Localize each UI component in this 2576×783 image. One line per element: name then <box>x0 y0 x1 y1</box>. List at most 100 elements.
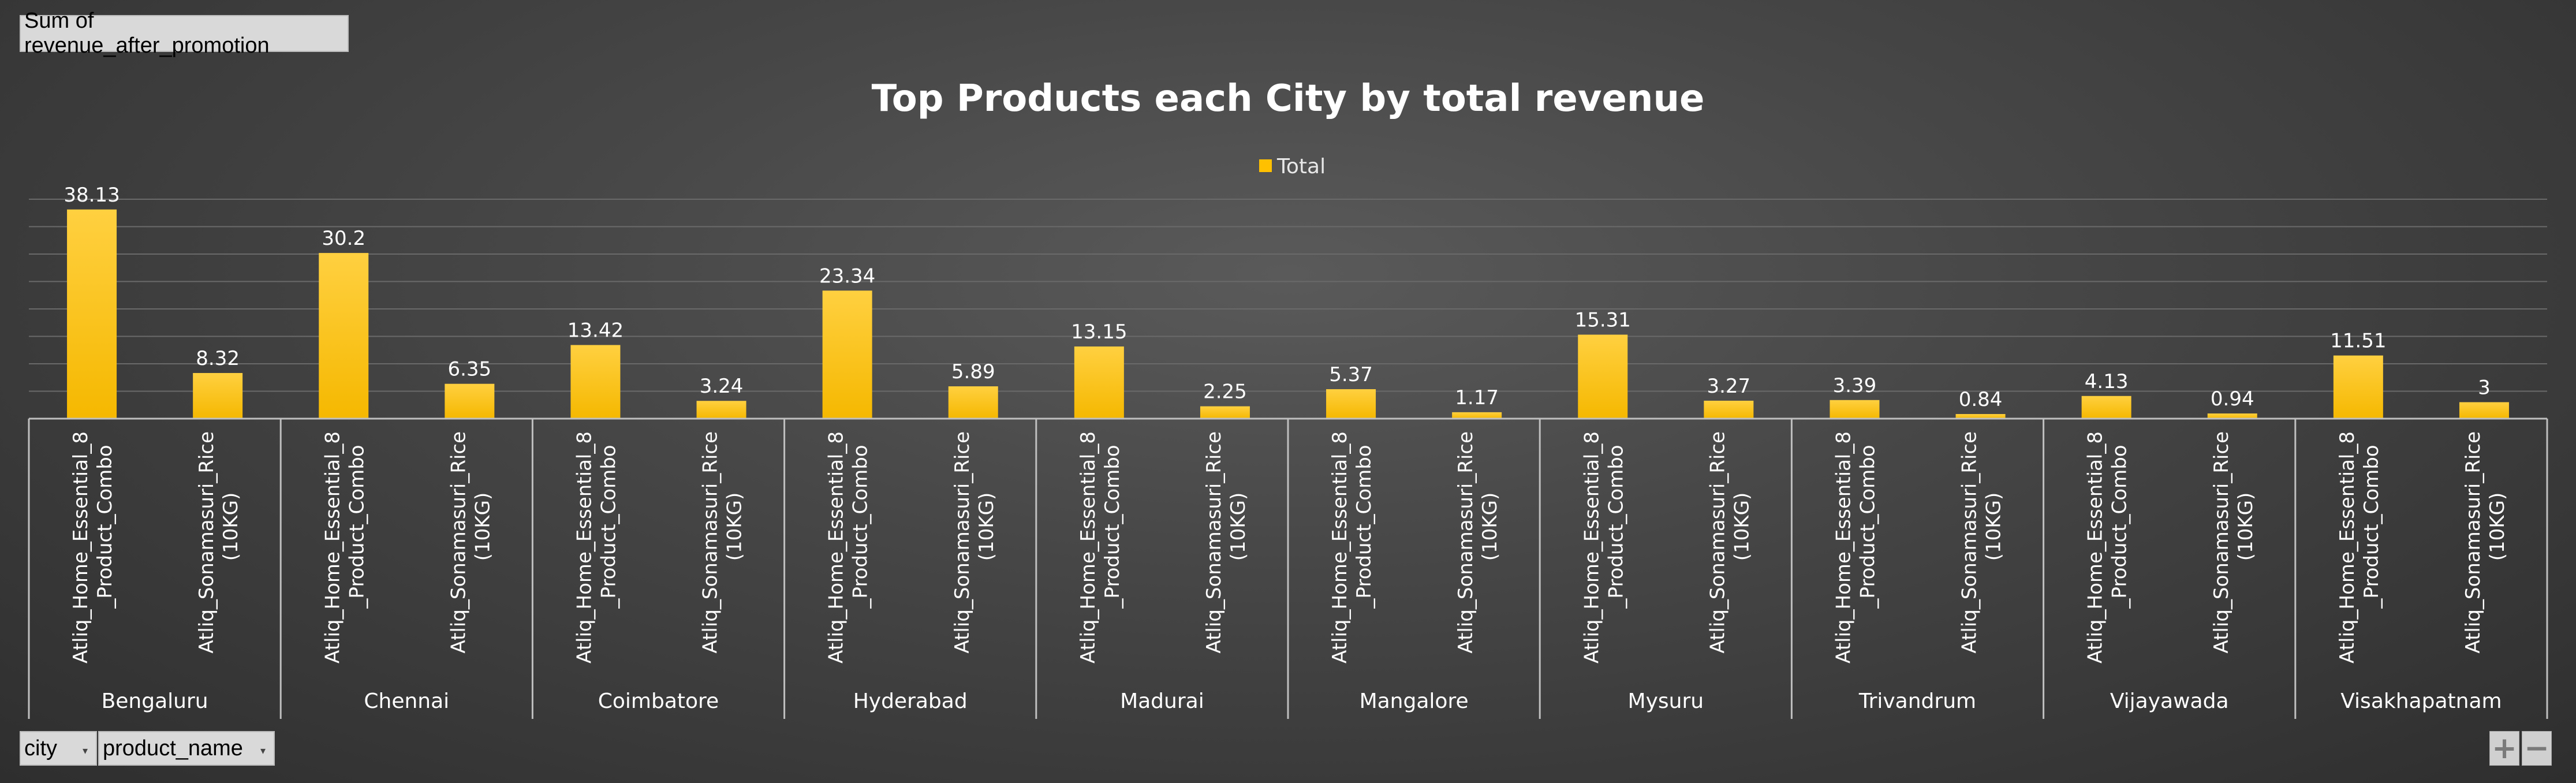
category-label: _Product_Combo <box>2360 445 2383 609</box>
category-label: (10KG) <box>1730 493 1753 561</box>
city-label: Mysuru <box>1628 689 1704 713</box>
dropdown-arrow-icon[interactable]: ▾ <box>260 745 266 756</box>
collapse-button[interactable]: − <box>2522 731 2552 766</box>
bar <box>1074 346 1124 419</box>
category-label: _Product_Combo <box>1604 445 1627 609</box>
category-label: Atliq_Home_Essential_8 <box>69 431 92 663</box>
data-label: 3.39 <box>1833 374 1877 397</box>
legend-swatch <box>1259 159 1272 172</box>
bar <box>1578 334 1628 419</box>
bar <box>1452 412 1502 419</box>
category-label: Atliq_Home_Essential_8 <box>321 431 344 663</box>
bar <box>2207 413 2257 419</box>
chart-title: Top Products each City by total revenue <box>872 77 1705 120</box>
bar <box>319 253 369 419</box>
data-label: 4.13 <box>2085 370 2129 393</box>
category-label: _Product_Combo <box>1353 445 1376 609</box>
category-label: Atliq_Home_Essential_8 <box>825 431 848 663</box>
category-label: Atliq_Sonamasuri_Rice <box>951 431 974 654</box>
bar <box>1955 414 2006 419</box>
expand-button[interactable]: + <box>2489 731 2519 766</box>
bar <box>1200 406 1250 419</box>
category-label: (10KG) <box>2234 493 2257 561</box>
city-label: Madurai <box>1120 689 1204 713</box>
city-label: Coimbatore <box>598 689 719 713</box>
bar <box>696 401 746 419</box>
legend-label: Total <box>1276 155 1326 178</box>
data-label: 0.84 <box>1959 388 2003 411</box>
bar <box>2081 396 2131 419</box>
category-label: Atliq_Home_Essential_8 <box>2084 431 2107 663</box>
category-label: _Product_Combo <box>2108 445 2131 609</box>
category-label: Atliq_Sonamasuri_Rice <box>1454 431 1477 654</box>
bar <box>2333 355 2383 419</box>
data-label: 6.35 <box>447 358 491 381</box>
category-label: (10KG) <box>471 493 494 561</box>
category-label: _Product_Combo <box>1856 445 1879 609</box>
category-label: Atliq_Sonamasuri_Rice <box>1203 431 1226 654</box>
category-label: Atliq_Sonamasuri_Rice <box>195 431 218 654</box>
category-label: _Product_Combo <box>849 445 872 609</box>
category-label: Atliq_Home_Essential_8 <box>573 431 596 663</box>
category-label: (10KG) <box>1227 493 1250 561</box>
data-label: 30.2 <box>322 227 365 250</box>
data-label: 8.32 <box>196 347 240 370</box>
data-label: 5.89 <box>951 360 995 383</box>
category-label: (10KG) <box>723 493 746 561</box>
data-label: 3 <box>2478 376 2491 400</box>
category-label: Atliq_Sonamasuri_Rice <box>1958 431 1981 654</box>
category-label: (10KG) <box>975 493 998 561</box>
category-label: Atliq_Sonamasuri_Rice <box>2210 431 2233 654</box>
data-label: 3.27 <box>1707 375 1750 398</box>
bar <box>193 372 243 419</box>
data-label: 13.42 <box>568 319 624 342</box>
category-label: _Product_Combo <box>597 445 620 609</box>
data-label: 13.15 <box>1071 320 1127 344</box>
category-label: Atliq_Sonamasuri_Rice <box>447 431 470 654</box>
data-label: 23.34 <box>819 264 875 288</box>
category-label: Atliq_Home_Essential_8 <box>1077 431 1100 663</box>
bar <box>1704 400 1754 419</box>
dropdown-arrow-icon[interactable]: ▾ <box>82 745 88 756</box>
category-label: _Product_Combo <box>94 445 117 609</box>
product-field-label: product_name <box>103 736 243 760</box>
bar <box>445 383 495 419</box>
category-label: Atliq_Sonamasuri_Rice <box>699 431 722 654</box>
category-label: Atliq_Sonamasuri_Rice <box>2462 431 2485 654</box>
data-label: 1.17 <box>1455 386 1499 409</box>
product-field-button[interactable]: product_name ▾ <box>98 731 275 766</box>
city-label: Mangalore <box>1360 689 1469 713</box>
city-label: Chennai <box>364 689 449 713</box>
data-label: 11.51 <box>2330 330 2386 353</box>
city-label: Vijayawada <box>2110 689 2229 713</box>
data-label: 15.31 <box>1575 309 1631 332</box>
city-field-label: city <box>24 736 57 760</box>
category-label: Atliq_Sonamasuri_Rice <box>1706 431 1729 654</box>
bar <box>948 386 998 419</box>
bar <box>1326 389 1376 419</box>
bar <box>2459 402 2509 419</box>
city-field-button[interactable]: city ▾ <box>20 731 97 766</box>
category-label: Atliq_Home_Essential_8 <box>1580 431 1603 663</box>
category-label: (10KG) <box>1983 493 2006 561</box>
data-label: 2.25 <box>1203 381 1247 404</box>
category-label: (10KG) <box>219 493 242 561</box>
data-label: 5.37 <box>1329 363 1373 386</box>
category-label: Atliq_Home_Essential_8 <box>1832 431 1855 663</box>
data-label: 38.13 <box>64 184 120 207</box>
category-label: (10KG) <box>2486 493 2509 561</box>
data-label: 3.24 <box>700 375 744 398</box>
bar <box>1830 400 1880 419</box>
city-label: Trivandrum <box>1858 689 1976 713</box>
bar <box>67 209 117 419</box>
city-label: Visakhapatnam <box>2340 689 2502 713</box>
category-label: _Product_Combo <box>345 445 368 609</box>
bar <box>570 345 621 419</box>
category-label: Atliq_Home_Essential_8 <box>2336 431 2359 663</box>
city-label: Bengaluru <box>102 689 208 713</box>
city-label: Hyderabad <box>853 689 968 713</box>
category-label: Atliq_Home_Essential_8 <box>1328 431 1352 663</box>
bar <box>822 290 872 419</box>
category-label: _Product_Combo <box>1101 445 1124 609</box>
